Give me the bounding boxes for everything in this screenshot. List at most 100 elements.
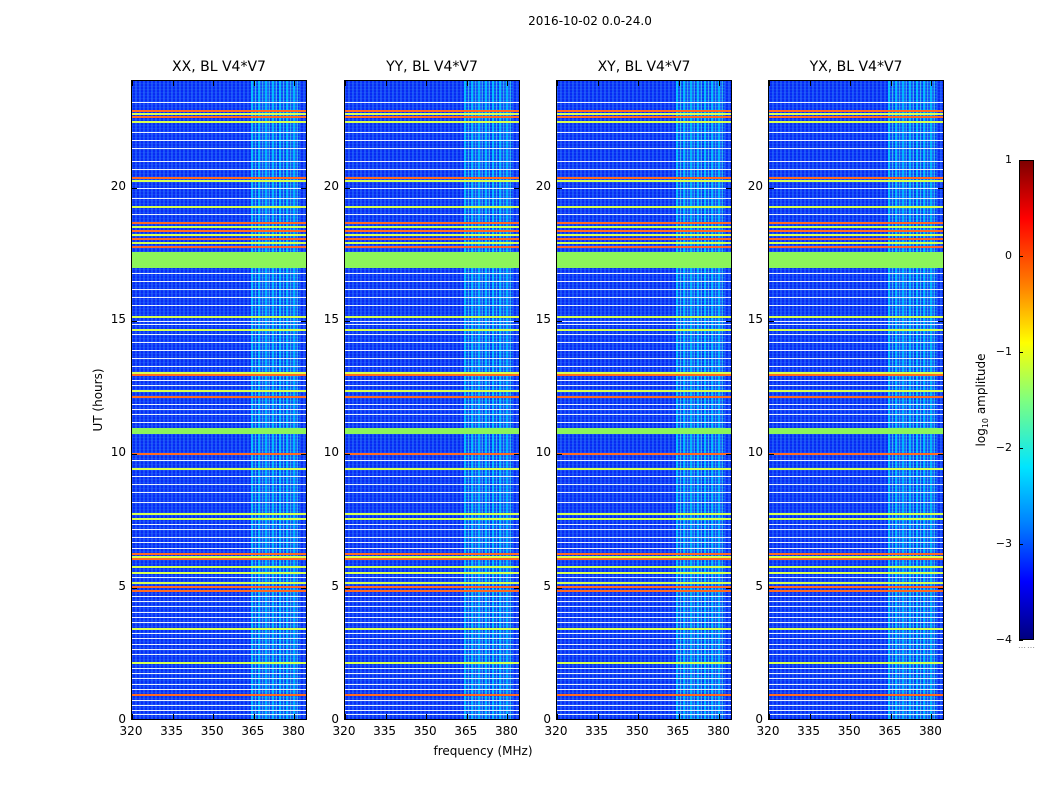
x-tick <box>294 714 296 719</box>
yellow-line <box>769 566 943 569</box>
red-line <box>557 590 731 593</box>
white-line <box>345 385 519 386</box>
yellow-line <box>769 242 943 245</box>
red-line <box>345 115 519 118</box>
yellow-line <box>769 234 943 237</box>
yellow-line <box>345 571 519 574</box>
white-line <box>345 529 519 530</box>
white-line <box>557 638 731 640</box>
y-tick-label: 10 <box>323 445 339 460</box>
x-tick <box>719 714 721 719</box>
white-line <box>345 403 519 405</box>
figure-title: 2016-10-02 0.0-24.0 <box>528 14 652 28</box>
yellow-line <box>132 513 306 515</box>
white-line <box>557 161 731 162</box>
y-tick-label: 15 <box>747 312 763 326</box>
yellow-line <box>769 627 943 630</box>
white-line <box>345 638 519 640</box>
white-line <box>132 385 306 386</box>
yellow-line <box>345 242 519 245</box>
yellow-line <box>345 121 519 123</box>
white-line <box>132 667 306 669</box>
x-tick <box>426 714 428 719</box>
red-line <box>557 374 731 377</box>
white-line <box>557 358 731 360</box>
y-tick-label: 10 <box>110 445 126 460</box>
red-line <box>557 586 731 589</box>
rfi-band <box>676 81 725 719</box>
red-line <box>345 586 519 589</box>
white-line <box>345 633 519 634</box>
yellow-line <box>769 206 943 209</box>
white-line <box>557 305 731 306</box>
red-line <box>769 558 943 561</box>
x-tick <box>253 714 255 719</box>
white-line <box>769 273 943 274</box>
red-line <box>769 222 943 225</box>
y-tick <box>726 587 731 589</box>
white-line <box>769 705 943 706</box>
yellow-line <box>345 113 519 115</box>
white-line <box>769 622 943 624</box>
yellow-line <box>345 555 519 558</box>
yellow-line <box>769 121 943 123</box>
x-tick <box>809 81 811 86</box>
white-line <box>557 169 731 170</box>
flagged-band <box>345 251 519 268</box>
white-line <box>345 547 519 549</box>
white-line <box>345 595 519 597</box>
white-line <box>345 617 519 618</box>
x-tick <box>809 714 811 719</box>
white-line <box>557 379 731 381</box>
white-line <box>557 321 731 322</box>
white-line <box>132 633 306 634</box>
white-line <box>769 350 943 352</box>
white-line <box>557 281 731 282</box>
white-line <box>132 297 306 298</box>
red-line <box>132 177 306 179</box>
yellow-line <box>557 582 731 585</box>
white-line <box>557 409 731 410</box>
white-line <box>769 139 943 141</box>
panel-title: XY, BL V4*V7 <box>597 59 691 75</box>
white-line <box>557 414 731 416</box>
white-line <box>557 459 731 461</box>
red-line <box>132 230 306 233</box>
white-line <box>557 529 731 530</box>
white-line <box>769 403 943 405</box>
yellow-line <box>132 627 306 630</box>
white-line <box>132 689 306 690</box>
yellow-line <box>132 582 306 585</box>
white-line <box>769 547 943 549</box>
white-line <box>769 358 943 360</box>
rfi-band <box>888 81 937 719</box>
red-line <box>557 453 731 455</box>
white-line <box>132 611 306 613</box>
white-line <box>769 542 943 544</box>
x-tick-label: 365 <box>878 724 902 738</box>
white-line <box>769 305 943 306</box>
white-line <box>557 577 731 578</box>
white-line <box>132 529 306 530</box>
red-line <box>132 222 306 225</box>
yellow-line <box>769 513 943 515</box>
yellow-line <box>557 113 731 115</box>
yellow-line <box>132 206 306 209</box>
white-line <box>345 147 519 149</box>
y-tick <box>132 321 137 322</box>
x-tick <box>132 714 133 719</box>
y-tick-label: 15 <box>110 312 126 326</box>
white-line <box>345 273 519 274</box>
white-line <box>557 699 731 701</box>
red-line <box>345 395 519 398</box>
yellow-line <box>345 315 519 318</box>
yellow-line <box>769 329 943 331</box>
colorbar-tick <box>1019 448 1023 449</box>
y-tick-label: 20 <box>747 178 763 193</box>
white-line <box>345 678 519 680</box>
white-line <box>132 273 306 274</box>
white-line <box>557 678 731 680</box>
yellow-line <box>345 662 519 665</box>
yellow-line <box>345 566 519 569</box>
yellow-line <box>557 627 731 630</box>
